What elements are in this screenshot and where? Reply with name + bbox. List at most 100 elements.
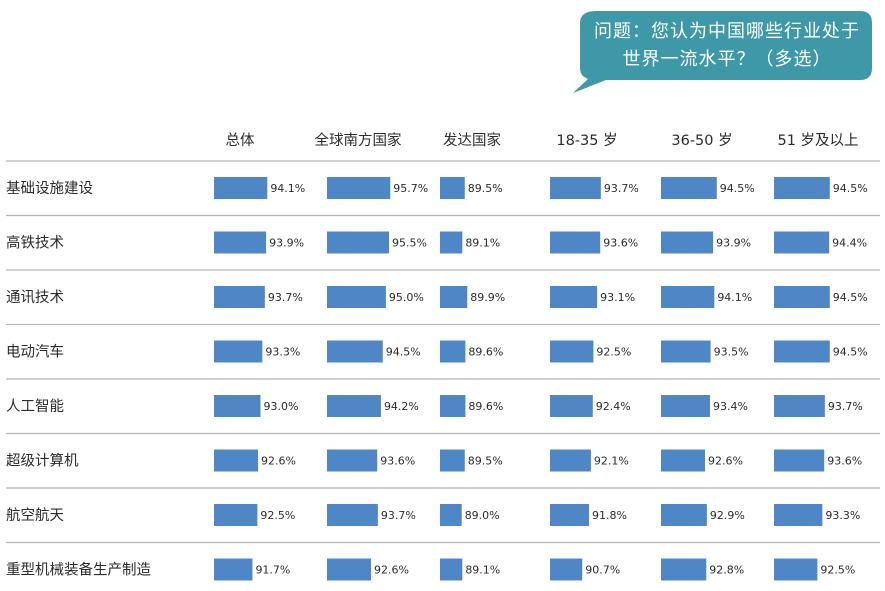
column-header: 51 岁及以上 [777,132,858,149]
bar [327,449,378,472]
bar [550,177,601,199]
value-label: 89.5% [468,455,503,468]
value-label: 92.6% [374,564,409,577]
bar [327,231,389,254]
value-label: 94.5% [833,346,868,359]
value-label: 93.3% [265,346,300,359]
bar [774,504,823,526]
value-label: 93.9% [269,237,304,250]
value-label: 94.1% [717,291,752,304]
value-label: 90.7% [585,564,620,577]
bar [774,395,825,417]
bar [327,340,383,363]
row-label: 高铁技术 [6,235,64,252]
value-label: 91.7% [255,564,290,577]
bar [661,504,707,526]
value-label: 92.4% [596,400,631,413]
value-label: 92.1% [594,455,629,468]
bar [214,449,259,472]
row-label: 通讯技术 [6,289,64,306]
value-label: 89.1% [465,564,500,577]
value-label: 94.5% [833,291,868,304]
bar [214,286,265,308]
value-label: 89.6% [468,346,503,359]
value-label: 89.9% [470,291,505,304]
bar [550,449,591,472]
column-header: 全球南方国家 [315,131,402,149]
value-label: 95.7% [393,182,428,195]
value-label: 93.7% [828,400,863,413]
value-label: 93.9% [716,237,751,250]
bar [661,449,706,472]
bar [327,504,378,526]
bar [661,286,715,308]
question-text: 问题：您认为中国哪些行业处于世界一流水平？（多选） [594,21,860,70]
value-label: 93.6% [603,237,638,250]
value-label: 94.5% [386,346,421,359]
column-header: 18-35 岁 [556,132,617,149]
bar [774,449,825,472]
bar [550,504,590,526]
row-label: 人工智能 [6,398,64,415]
bar [327,395,381,417]
value-label: 89.0% [465,509,500,522]
value-label: 93.7% [381,509,416,522]
column-header: 发达国家 [443,132,501,149]
value-label: 93.6% [827,455,862,468]
question-bubble [573,11,872,93]
value-label: 95.0% [389,291,424,304]
bar [774,286,830,308]
row-label: 超级计算机 [6,453,79,470]
bar [774,340,830,363]
bar [774,177,830,199]
value-label: 89.6% [468,400,503,413]
bar [327,177,391,199]
value-label: 93.7% [604,182,639,195]
bar [327,286,386,308]
bar [440,231,463,254]
bar [661,395,710,417]
bar [327,558,372,581]
bar [550,231,601,254]
value-label: 94.5% [833,182,868,195]
value-label: 94.4% [832,237,867,250]
value-label: 91.8% [592,509,627,522]
value-label: 93.6% [380,455,415,468]
row-label: 重型机械装备生产制造 [6,562,151,579]
bar [214,231,267,254]
bar [440,177,465,199]
value-label: 93.1% [600,291,635,304]
bar [774,231,830,254]
bar [214,558,253,581]
column-header: 总体 [226,132,255,149]
bar [550,558,583,581]
bar [774,558,818,581]
value-label: 92.8% [709,564,744,577]
bar [214,177,268,199]
bar [440,558,463,581]
bar [440,504,462,526]
value-label: 93.7% [268,291,303,304]
value-label: 89.1% [465,237,500,250]
row-label: 电动汽车 [6,344,64,361]
value-label: 92.6% [261,455,296,468]
value-label: 92.9% [710,509,745,522]
bar [550,395,593,417]
bar [440,449,465,472]
value-label: 95.5% [392,237,427,250]
column-header: 36-50 岁 [671,132,732,149]
bar [661,231,714,254]
bar [550,286,598,308]
bar [214,395,261,417]
row-label: 基础设施建设 [6,180,93,197]
value-label: 93.0% [264,400,299,413]
bar [440,340,466,363]
value-label: 93.4% [713,400,748,413]
value-label: 94.1% [270,182,305,195]
row-label: 航空航天 [6,507,64,524]
bar [214,340,263,363]
value-label: 92.5% [260,509,295,522]
bar [550,340,594,363]
bar [661,340,711,363]
